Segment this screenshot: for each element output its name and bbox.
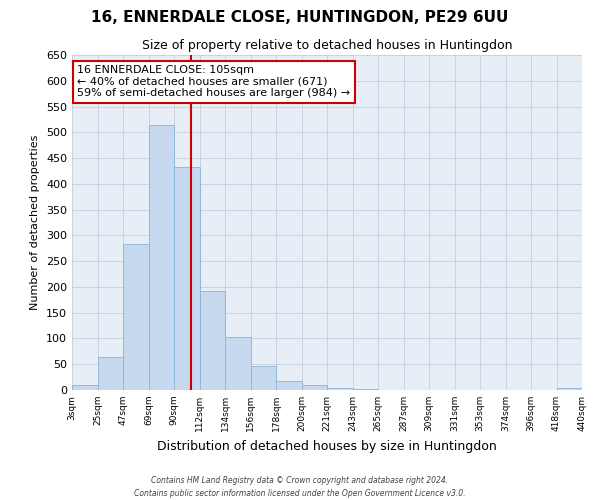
- Bar: [149, 124, 174, 390]
- Bar: [72, 385, 97, 390]
- Text: Contains HM Land Registry data © Crown copyright and database right 2024.
Contai: Contains HM Land Registry data © Crown c…: [134, 476, 466, 498]
- Text: 16 ENNERDALE CLOSE: 105sqm
← 40% of detached houses are smaller (671)
59% of sem: 16 ENNERDALE CLOSE: 105sqm ← 40% of deta…: [77, 65, 350, 98]
- Bar: [97, 356, 123, 390]
- Bar: [251, 366, 276, 390]
- Title: Size of property relative to detached houses in Huntingdon: Size of property relative to detached ho…: [142, 40, 512, 52]
- Bar: [302, 385, 327, 390]
- Bar: [123, 244, 149, 390]
- Text: 16, ENNERDALE CLOSE, HUNTINGDON, PE29 6UU: 16, ENNERDALE CLOSE, HUNTINGDON, PE29 6U…: [91, 10, 509, 25]
- Bar: [327, 388, 353, 390]
- Y-axis label: Number of detached properties: Number of detached properties: [31, 135, 40, 310]
- Bar: [174, 167, 199, 390]
- Bar: [276, 380, 302, 390]
- Bar: [225, 337, 251, 390]
- Bar: [199, 291, 225, 390]
- X-axis label: Distribution of detached houses by size in Huntingdon: Distribution of detached houses by size …: [157, 440, 497, 452]
- Bar: [557, 388, 582, 390]
